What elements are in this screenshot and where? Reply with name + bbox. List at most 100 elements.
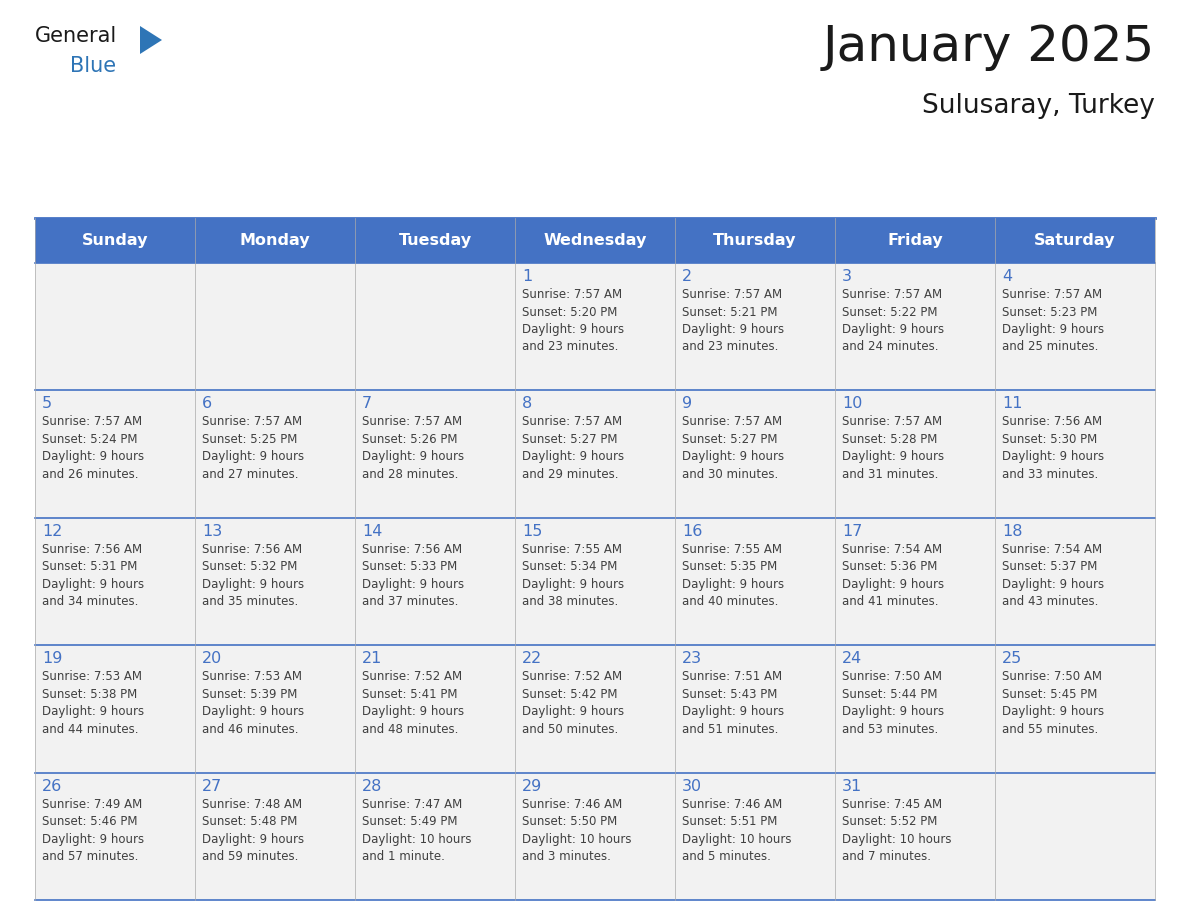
Text: Monday: Monday bbox=[240, 233, 310, 248]
Bar bbox=[996, 518, 1155, 645]
Bar bbox=[355, 218, 516, 263]
Text: Sunrise: 7:48 AM
Sunset: 5:48 PM
Daylight: 9 hours
and 59 minutes.: Sunrise: 7:48 AM Sunset: 5:48 PM Dayligh… bbox=[202, 798, 304, 863]
Text: Sunrise: 7:57 AM
Sunset: 5:20 PM
Daylight: 9 hours
and 23 minutes.: Sunrise: 7:57 AM Sunset: 5:20 PM Dayligh… bbox=[522, 288, 624, 353]
Text: Tuesday: Tuesday bbox=[398, 233, 472, 248]
Text: Sunrise: 7:54 AM
Sunset: 5:37 PM
Daylight: 9 hours
and 43 minutes.: Sunrise: 7:54 AM Sunset: 5:37 PM Dayligh… bbox=[1001, 543, 1104, 609]
Text: 2: 2 bbox=[682, 269, 693, 284]
Text: 23: 23 bbox=[682, 651, 702, 666]
Text: 13: 13 bbox=[202, 524, 222, 539]
Text: 26: 26 bbox=[42, 778, 62, 793]
Text: Sunrise: 7:57 AM
Sunset: 5:26 PM
Daylight: 9 hours
and 28 minutes.: Sunrise: 7:57 AM Sunset: 5:26 PM Dayligh… bbox=[362, 416, 465, 481]
Bar bbox=[516, 390, 675, 518]
Text: Sunrise: 7:57 AM
Sunset: 5:27 PM
Daylight: 9 hours
and 30 minutes.: Sunrise: 7:57 AM Sunset: 5:27 PM Dayligh… bbox=[682, 416, 784, 481]
Bar bbox=[675, 518, 835, 645]
Bar bbox=[835, 263, 996, 390]
Text: Sunrise: 7:53 AM
Sunset: 5:39 PM
Daylight: 9 hours
and 46 minutes.: Sunrise: 7:53 AM Sunset: 5:39 PM Dayligh… bbox=[202, 670, 304, 735]
Text: 10: 10 bbox=[842, 397, 862, 411]
Bar bbox=[835, 218, 996, 263]
Bar bbox=[195, 263, 355, 390]
Text: Sunrise: 7:52 AM
Sunset: 5:42 PM
Daylight: 9 hours
and 50 minutes.: Sunrise: 7:52 AM Sunset: 5:42 PM Dayligh… bbox=[522, 670, 624, 735]
Text: Sunrise: 7:47 AM
Sunset: 5:49 PM
Daylight: 10 hours
and 1 minute.: Sunrise: 7:47 AM Sunset: 5:49 PM Dayligh… bbox=[362, 798, 472, 863]
Text: Sunrise: 7:56 AM
Sunset: 5:31 PM
Daylight: 9 hours
and 34 minutes.: Sunrise: 7:56 AM Sunset: 5:31 PM Dayligh… bbox=[42, 543, 144, 609]
Text: Sunrise: 7:54 AM
Sunset: 5:36 PM
Daylight: 9 hours
and 41 minutes.: Sunrise: 7:54 AM Sunset: 5:36 PM Dayligh… bbox=[842, 543, 944, 609]
Text: 24: 24 bbox=[842, 651, 862, 666]
Bar bbox=[516, 518, 675, 645]
Bar bbox=[675, 645, 835, 773]
Text: 15: 15 bbox=[522, 524, 543, 539]
Bar bbox=[675, 390, 835, 518]
Text: Thursday: Thursday bbox=[713, 233, 797, 248]
Text: January 2025: January 2025 bbox=[823, 23, 1155, 71]
Bar bbox=[835, 390, 996, 518]
Text: Sunrise: 7:50 AM
Sunset: 5:44 PM
Daylight: 9 hours
and 53 minutes.: Sunrise: 7:50 AM Sunset: 5:44 PM Dayligh… bbox=[842, 670, 944, 735]
Text: Blue: Blue bbox=[70, 56, 116, 76]
Bar bbox=[195, 218, 355, 263]
Text: 31: 31 bbox=[842, 778, 862, 793]
Text: Sunrise: 7:53 AM
Sunset: 5:38 PM
Daylight: 9 hours
and 44 minutes.: Sunrise: 7:53 AM Sunset: 5:38 PM Dayligh… bbox=[42, 670, 144, 735]
Bar bbox=[516, 645, 675, 773]
Text: 8: 8 bbox=[522, 397, 532, 411]
Bar bbox=[34, 218, 195, 263]
Text: Sunrise: 7:56 AM
Sunset: 5:30 PM
Daylight: 9 hours
and 33 minutes.: Sunrise: 7:56 AM Sunset: 5:30 PM Dayligh… bbox=[1001, 416, 1104, 481]
Text: Sunrise: 7:57 AM
Sunset: 5:22 PM
Daylight: 9 hours
and 24 minutes.: Sunrise: 7:57 AM Sunset: 5:22 PM Dayligh… bbox=[842, 288, 944, 353]
Text: Sunrise: 7:52 AM
Sunset: 5:41 PM
Daylight: 9 hours
and 48 minutes.: Sunrise: 7:52 AM Sunset: 5:41 PM Dayligh… bbox=[362, 670, 465, 735]
Bar bbox=[195, 773, 355, 900]
Text: 11: 11 bbox=[1001, 397, 1023, 411]
Text: 16: 16 bbox=[682, 524, 702, 539]
Text: Sunrise: 7:57 AM
Sunset: 5:24 PM
Daylight: 9 hours
and 26 minutes.: Sunrise: 7:57 AM Sunset: 5:24 PM Dayligh… bbox=[42, 416, 144, 481]
Text: 17: 17 bbox=[842, 524, 862, 539]
Bar bbox=[355, 263, 516, 390]
Text: Sunrise: 7:46 AM
Sunset: 5:50 PM
Daylight: 10 hours
and 3 minutes.: Sunrise: 7:46 AM Sunset: 5:50 PM Dayligh… bbox=[522, 798, 632, 863]
Text: Sunrise: 7:56 AM
Sunset: 5:32 PM
Daylight: 9 hours
and 35 minutes.: Sunrise: 7:56 AM Sunset: 5:32 PM Dayligh… bbox=[202, 543, 304, 609]
Text: 9: 9 bbox=[682, 397, 693, 411]
Text: 28: 28 bbox=[362, 778, 383, 793]
Bar bbox=[996, 263, 1155, 390]
Bar bbox=[355, 518, 516, 645]
Text: Sunrise: 7:45 AM
Sunset: 5:52 PM
Daylight: 10 hours
and 7 minutes.: Sunrise: 7:45 AM Sunset: 5:52 PM Dayligh… bbox=[842, 798, 952, 863]
Bar bbox=[195, 518, 355, 645]
Text: Sunrise: 7:56 AM
Sunset: 5:33 PM
Daylight: 9 hours
and 37 minutes.: Sunrise: 7:56 AM Sunset: 5:33 PM Dayligh… bbox=[362, 543, 465, 609]
Text: Sunrise: 7:57 AM
Sunset: 5:27 PM
Daylight: 9 hours
and 29 minutes.: Sunrise: 7:57 AM Sunset: 5:27 PM Dayligh… bbox=[522, 416, 624, 481]
Text: Sulusaray, Turkey: Sulusaray, Turkey bbox=[922, 93, 1155, 119]
Bar bbox=[835, 645, 996, 773]
Polygon shape bbox=[140, 26, 162, 54]
Bar bbox=[195, 390, 355, 518]
Text: Sunrise: 7:51 AM
Sunset: 5:43 PM
Daylight: 9 hours
and 51 minutes.: Sunrise: 7:51 AM Sunset: 5:43 PM Dayligh… bbox=[682, 670, 784, 735]
Bar bbox=[195, 645, 355, 773]
Text: Friday: Friday bbox=[887, 233, 943, 248]
Text: Sunrise: 7:49 AM
Sunset: 5:46 PM
Daylight: 9 hours
and 57 minutes.: Sunrise: 7:49 AM Sunset: 5:46 PM Dayligh… bbox=[42, 798, 144, 863]
Bar bbox=[675, 773, 835, 900]
Text: Sunrise: 7:57 AM
Sunset: 5:25 PM
Daylight: 9 hours
and 27 minutes.: Sunrise: 7:57 AM Sunset: 5:25 PM Dayligh… bbox=[202, 416, 304, 481]
Text: 14: 14 bbox=[362, 524, 383, 539]
Text: 3: 3 bbox=[842, 269, 852, 284]
Bar bbox=[996, 645, 1155, 773]
Text: 18: 18 bbox=[1001, 524, 1023, 539]
Bar bbox=[996, 773, 1155, 900]
Bar bbox=[516, 218, 675, 263]
Text: Sunrise: 7:57 AM
Sunset: 5:21 PM
Daylight: 9 hours
and 23 minutes.: Sunrise: 7:57 AM Sunset: 5:21 PM Dayligh… bbox=[682, 288, 784, 353]
Bar bbox=[675, 218, 835, 263]
Text: 22: 22 bbox=[522, 651, 542, 666]
Bar bbox=[355, 390, 516, 518]
Bar bbox=[996, 218, 1155, 263]
Text: Sunrise: 7:57 AM
Sunset: 5:23 PM
Daylight: 9 hours
and 25 minutes.: Sunrise: 7:57 AM Sunset: 5:23 PM Dayligh… bbox=[1001, 288, 1104, 353]
Text: 6: 6 bbox=[202, 397, 213, 411]
Bar bbox=[34, 645, 195, 773]
Text: General: General bbox=[34, 26, 118, 46]
Text: Sunrise: 7:55 AM
Sunset: 5:34 PM
Daylight: 9 hours
and 38 minutes.: Sunrise: 7:55 AM Sunset: 5:34 PM Dayligh… bbox=[522, 543, 624, 609]
Text: 12: 12 bbox=[42, 524, 63, 539]
Text: 1: 1 bbox=[522, 269, 532, 284]
Bar bbox=[516, 263, 675, 390]
Bar bbox=[355, 645, 516, 773]
Bar bbox=[355, 773, 516, 900]
Bar bbox=[835, 773, 996, 900]
Text: 19: 19 bbox=[42, 651, 63, 666]
Text: 4: 4 bbox=[1001, 269, 1012, 284]
Bar bbox=[996, 390, 1155, 518]
Text: Sunrise: 7:55 AM
Sunset: 5:35 PM
Daylight: 9 hours
and 40 minutes.: Sunrise: 7:55 AM Sunset: 5:35 PM Dayligh… bbox=[682, 543, 784, 609]
Bar bbox=[34, 773, 195, 900]
Text: Sunday: Sunday bbox=[82, 233, 148, 248]
Text: 29: 29 bbox=[522, 778, 542, 793]
Bar bbox=[516, 773, 675, 900]
Bar bbox=[34, 390, 195, 518]
